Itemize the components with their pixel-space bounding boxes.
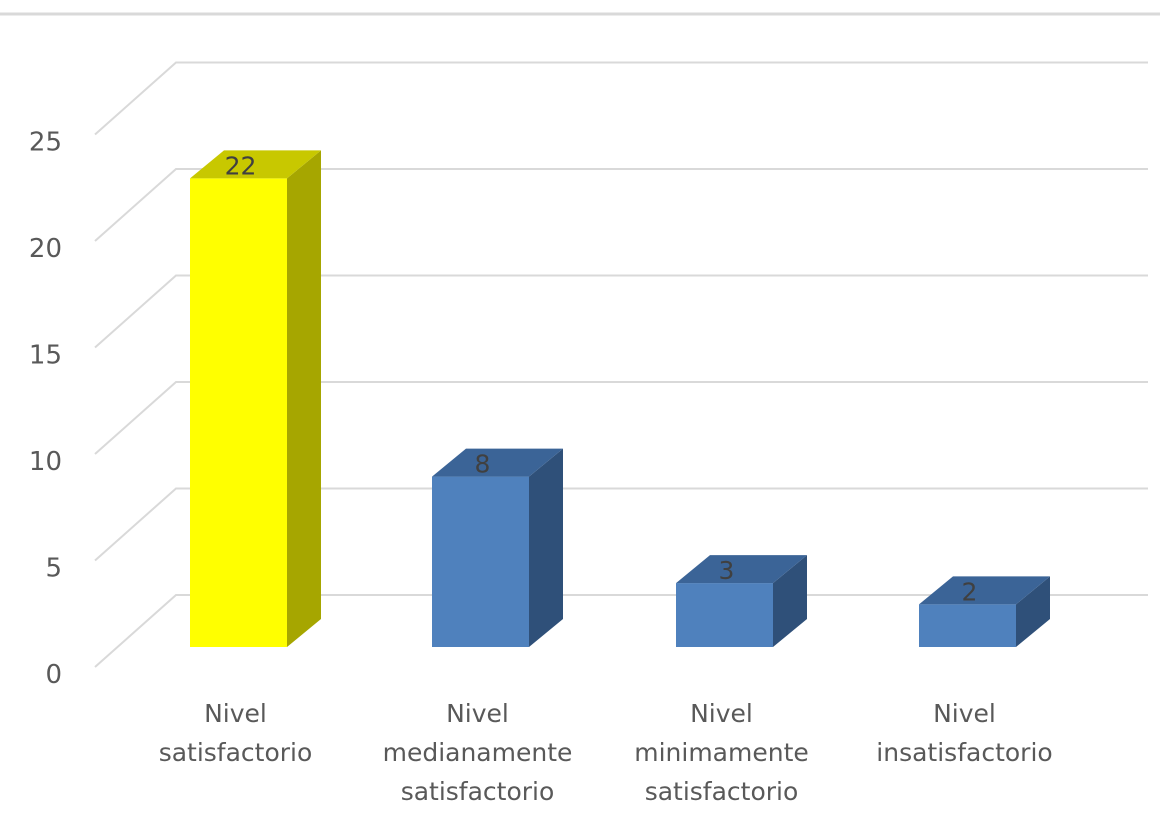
category-label-3: Nivel minimamente satisfactorio: [634, 699, 809, 806]
bar-side-3: [773, 555, 807, 647]
y-tick-label-5: 5: [45, 554, 62, 584]
bar-top-1: [190, 150, 321, 179]
x-axis-categories: Nivel satisfactorio Nivel medianamente satis…: [159, 699, 1053, 806]
bar-top-4: [919, 576, 1050, 605]
data-label-4: 2: [962, 577, 978, 606]
bar-front-4: [919, 604, 1016, 647]
y-tick-label-20: 20: [29, 234, 62, 264]
bar-top-3: [676, 555, 807, 584]
data-label-1: 22: [225, 151, 257, 180]
data-label-3: 3: [719, 556, 735, 585]
gridline-0: [94, 594, 1148, 668]
data-labels: 22 8 3 2: [225, 151, 978, 606]
y-tick-label-25: 25: [29, 128, 62, 158]
bar-top-2: [432, 448, 563, 477]
y-tick-label-10: 10: [29, 447, 62, 477]
bar-side-4: [1016, 576, 1050, 647]
bar-front-3: [676, 583, 773, 647]
category-label-4: Nivel insatisfactorio: [876, 699, 1052, 767]
category-label-2: Nivel medianamente satisfactorio: [383, 699, 573, 806]
y-axis-ticks: 0 5 10 15 20 25: [29, 128, 62, 691]
bar-side-2: [529, 448, 563, 647]
bar-4: [919, 576, 1050, 647]
gridline-20: [94, 168, 1148, 242]
gridline-10: [94, 381, 1148, 455]
bar-3: [676, 555, 807, 647]
gridline-25: [94, 61, 1148, 136]
bar-2: [432, 448, 563, 647]
bar-front-2: [432, 476, 529, 647]
data-label-2: 8: [475, 450, 491, 479]
bars: [190, 150, 1050, 647]
bar-1: [190, 150, 321, 647]
y-tick-label-0: 0: [45, 660, 62, 690]
bar-front-1: [190, 178, 287, 647]
gridline-5: [94, 487, 1148, 562]
bar-side-1: [287, 150, 321, 647]
y-tick-label-15: 15: [29, 341, 62, 371]
gridline-15: [94, 274, 1148, 349]
category-label-1: Nivel satisfactorio: [159, 699, 313, 767]
gridlines: [94, 61, 1148, 668]
